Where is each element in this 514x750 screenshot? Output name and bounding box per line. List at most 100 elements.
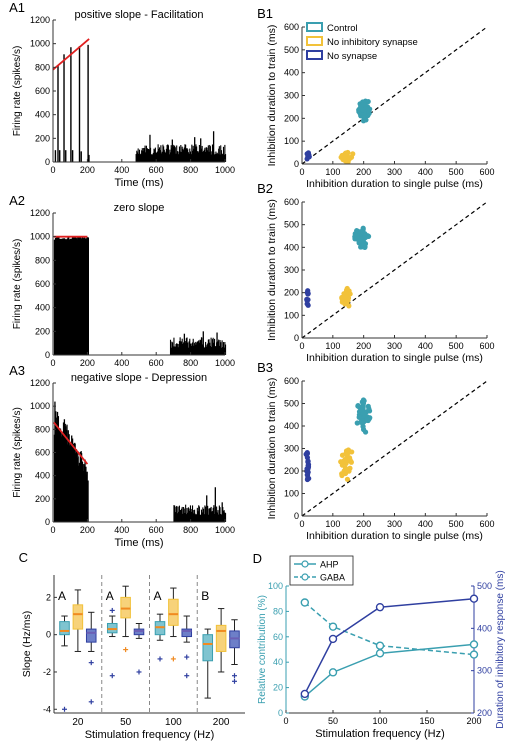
y-tick-label: 300 [284, 91, 299, 101]
spike-bar [203, 514, 205, 522]
spike-bar [194, 509, 196, 522]
x-tick-label: 200 [356, 341, 371, 351]
series-line [304, 597, 475, 695]
box-navy [229, 619, 240, 684]
spike-bar [214, 487, 216, 522]
spike-bar [87, 237, 89, 355]
x-tick-label: 100 [165, 717, 182, 728]
spike-bar [191, 342, 194, 355]
spike-bar [209, 508, 211, 522]
spike-bar [198, 505, 200, 522]
series-marker [375, 602, 385, 612]
scatter-point [360, 423, 366, 430]
y-axis-label: Inhibition duration to train (ms) [266, 378, 278, 520]
spike-bar [193, 148, 195, 162]
x-tick-label: 300 [387, 341, 402, 351]
spike-bar [140, 153, 142, 162]
spike-bar [211, 511, 213, 522]
scatter-series-1 [338, 149, 356, 165]
spike-bar [211, 151, 213, 162]
y-tick-label: 1000 [30, 39, 50, 49]
y-axis-label: Firing rate (spikes/s) [12, 407, 23, 498]
box-body [215, 624, 227, 652]
spike-bar [180, 151, 183, 162]
spike-bar [208, 339, 210, 355]
spike-bar [80, 151, 82, 162]
x-tick-label: 500 [449, 341, 464, 351]
scatter-point [344, 468, 350, 474]
spike-bar [165, 152, 167, 162]
panel-title: zero slope [114, 202, 165, 214]
scatter-point [360, 99, 366, 105]
spike-bar [176, 343, 178, 355]
y-tick-label: 600 [284, 22, 299, 32]
outlier-marker [231, 678, 237, 684]
spike-bar [192, 510, 194, 522]
spike-bar [169, 339, 172, 355]
outlier-marker [157, 656, 163, 662]
y-tick-label-right: 300 [477, 666, 492, 676]
spike-bar [63, 54, 65, 162]
spike-bar [178, 146, 181, 162]
spike-bar [179, 337, 181, 355]
spike-bar [201, 512, 203, 522]
spike-bar [159, 150, 161, 162]
spike-bar [183, 333, 186, 355]
spike-bar [174, 147, 176, 162]
spike-bar [196, 341, 198, 355]
x-axis-label: Stimulation frequency (Hz) [315, 728, 445, 740]
spike-bar [200, 514, 202, 522]
series-marker [300, 598, 309, 607]
spike-bar [138, 153, 140, 162]
spike-bar [189, 505, 192, 522]
x-tick-label: 1000 [215, 358, 235, 368]
panel-label: C [19, 550, 28, 565]
outlier-marker [123, 647, 129, 653]
spike-bar [171, 341, 173, 355]
box-teal [202, 628, 214, 699]
spike-bar [211, 339, 214, 355]
spike-bar [171, 139, 173, 162]
panel-b3: 0 100 200 300 400 500 6000100200300400500600In… [257, 360, 494, 542]
spike-bar [137, 148, 139, 162]
spike-bar [220, 347, 222, 355]
spike-bar [223, 347, 225, 355]
spike-bar [199, 514, 201, 522]
y-tick-label: 200 [35, 326, 50, 336]
x-tick-label: 200 [213, 717, 230, 728]
series-line [304, 643, 475, 698]
scatter-point [355, 403, 361, 409]
spike-bar [201, 145, 203, 162]
spike-bar [219, 340, 221, 355]
scatter-point [343, 156, 349, 162]
spike-bar [202, 508, 205, 522]
series-marker [328, 634, 338, 644]
y-axis-label-right: Duration of inhibitory response (ms) [495, 570, 506, 728]
scatter-point [305, 464, 312, 470]
panel-title: positive slope - Facilitation [74, 9, 203, 21]
group-letter: A [153, 589, 161, 603]
spike-bar [222, 146, 225, 162]
spike-bar [196, 342, 198, 355]
outlier-marker [184, 654, 190, 660]
panel-label: D [253, 551, 262, 566]
y-tick-label: 1000 [30, 401, 50, 411]
spike-bar [163, 149, 165, 162]
spike-bar [145, 145, 147, 162]
scatter-point [304, 468, 310, 474]
spike-bar [144, 145, 146, 162]
scatter-series-2 [304, 150, 312, 162]
spike-bar [198, 144, 200, 162]
spike-bar [184, 144, 186, 162]
spike-bar [193, 345, 195, 355]
y-tick-label: 500 [284, 45, 299, 55]
spike-bar [225, 344, 227, 355]
scatter-series-2 [304, 288, 311, 308]
scatter-point [344, 452, 350, 458]
line-series-1 [300, 598, 479, 659]
y-tick-label: 400 [284, 242, 299, 252]
spike-bar [210, 154, 212, 162]
x-tick-label: 50 [120, 717, 132, 728]
legend-swatch [306, 36, 323, 46]
